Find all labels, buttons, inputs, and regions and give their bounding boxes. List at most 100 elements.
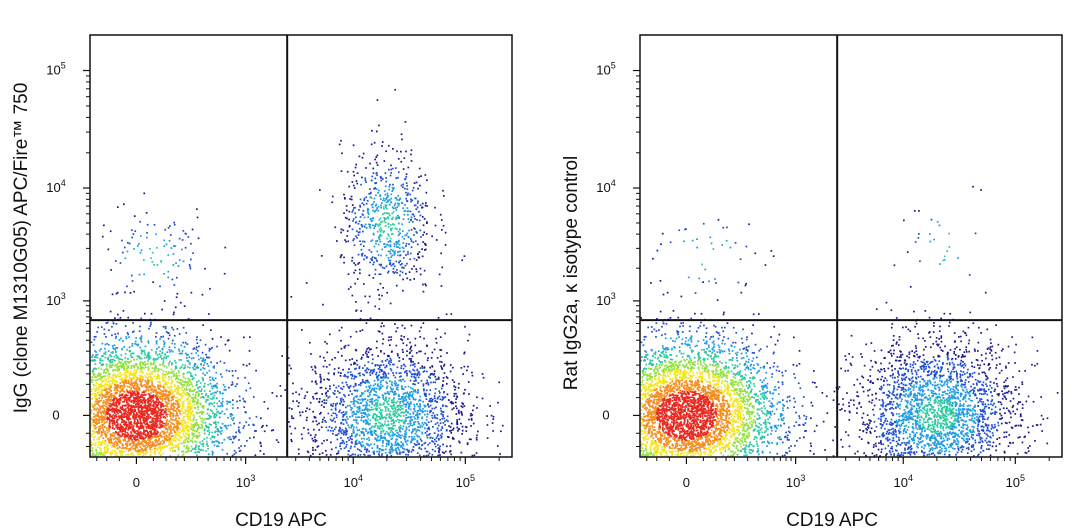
event-dot [443,391,445,394]
event-dot [167,373,169,375]
event-dot [142,439,145,441]
event-dot [147,404,150,407]
event-dot [227,424,230,427]
event-dot [98,374,100,377]
event-dot [211,392,214,395]
event-dot [342,415,344,418]
event-dot [165,366,168,369]
event-dot [117,366,120,369]
event-dot [133,412,135,415]
event-dot [146,380,149,382]
event-dot [98,444,100,446]
event-dot [388,355,390,358]
event-dot [201,388,203,391]
event-dot [112,426,114,429]
event-dot [476,407,478,409]
event-dot [431,440,433,442]
event-dot [374,364,377,366]
event-dot [109,359,112,361]
event-dot [367,361,370,363]
event-dot [131,452,134,455]
event-dot [400,375,402,378]
event-dot [167,408,170,410]
event-dot [109,365,112,367]
event-dot [145,434,147,437]
event-dot [338,329,341,332]
event-dot [148,434,151,437]
event-dot [105,379,107,381]
event-dot [216,390,219,393]
event-dot [284,389,287,391]
event-dot [206,412,209,415]
event-dot [168,387,171,389]
event-dot [134,431,136,434]
event-dot [162,370,165,373]
event-dot [175,396,177,399]
event-dot [367,443,370,446]
event-dot [94,454,97,457]
event-dot [175,403,177,406]
event-dot [328,363,331,366]
event-dot [111,376,114,379]
event-dot [101,416,104,419]
event-dot [194,451,196,454]
event-dot [155,410,157,412]
event-dot [441,361,443,363]
event-dot [345,411,348,413]
event-dot [185,332,188,334]
event-dot [370,348,372,350]
event-dot [141,432,143,435]
event-dot [403,327,406,330]
event-dot [115,407,118,409]
event-dot [150,430,152,432]
event-dot [186,343,189,345]
event-dot [271,392,274,394]
event-dot [209,409,212,411]
event-dot [190,383,193,385]
event-dot [187,394,190,396]
event-dot [195,352,198,354]
event-dot [93,424,95,426]
event-dot [389,357,392,360]
event-dot [173,311,175,314]
event-dot [350,377,353,380]
event-dot [383,372,385,375]
event-dot [435,440,438,443]
event-dot [460,422,462,425]
event-dot [394,376,397,379]
event-dot [438,390,441,393]
event-dot [234,436,236,439]
event-dot [100,393,103,395]
event-dot [347,453,350,456]
event-dot [189,399,192,402]
event-dot [100,399,103,402]
event-dot [185,447,188,450]
event-dot [115,437,117,439]
event-dot [94,363,97,365]
event-dot [312,439,315,442]
event-dot [414,444,417,446]
event-dot [103,442,106,444]
event-dot [184,413,187,415]
event-dot [202,445,205,447]
event-dot [497,401,499,404]
event-dot [142,411,145,413]
event-dot [135,337,137,339]
event-dot [122,433,125,435]
event-dot [376,364,379,366]
event-dot [202,396,204,398]
event-dot [115,292,118,295]
event-dot [385,376,388,379]
event-dot [114,348,117,351]
event-dot [239,431,241,434]
event-dot [118,440,121,443]
event-dot [442,405,444,407]
event-dot [122,387,124,390]
event-dot [341,381,344,384]
event-dot [140,376,143,379]
event-dot [425,454,428,457]
event-dot [156,399,158,401]
event-dot [146,377,149,379]
event-dot [110,376,113,379]
event-dot [421,432,424,435]
